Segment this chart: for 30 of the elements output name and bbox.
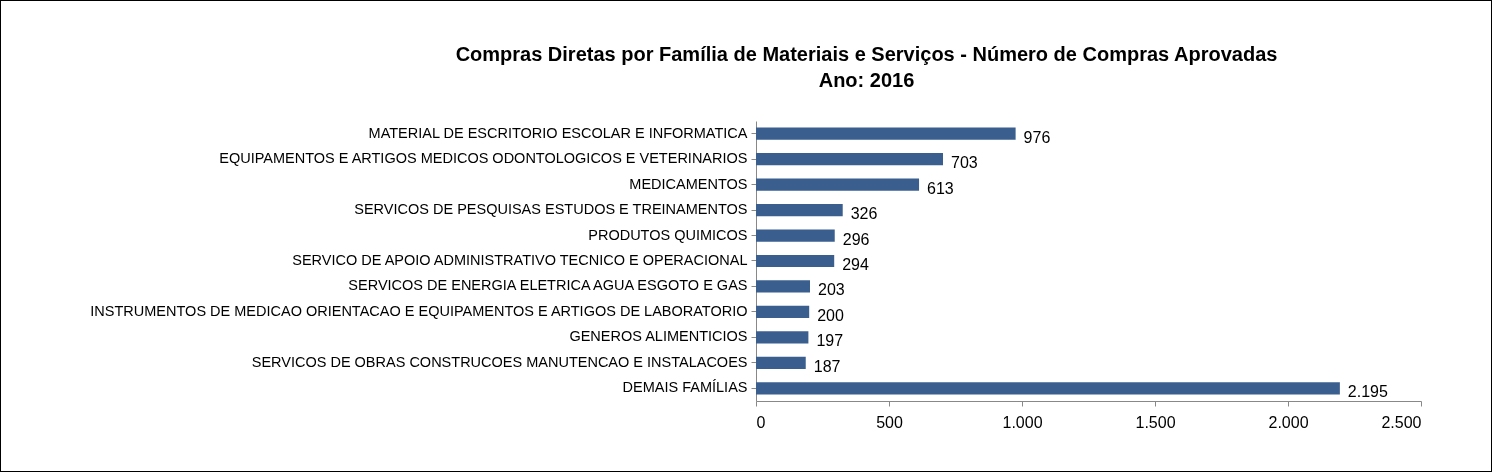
- x-tick-label: 2.500: [1381, 413, 1422, 431]
- data-label: 203: [818, 281, 845, 299]
- data-label: 703: [951, 154, 978, 172]
- chart-subtitle: Ano: 2016: [818, 69, 915, 91]
- y-tick-label: DEMAIS FAMÍLIAS: [622, 379, 748, 396]
- data-label: 976: [1023, 128, 1051, 146]
- x-tick-label: 0: [756, 413, 766, 431]
- y-tick-label: MATERIAL DE ESCRITORIO ESCOLAR E INFORMATICA: [368, 124, 748, 141]
- y-tick-label: MEDICAMENTOS: [629, 175, 748, 192]
- data-label: 326: [850, 205, 878, 223]
- data-label: 613: [927, 179, 954, 197]
- data-label: 296: [842, 230, 870, 248]
- y-tick-label: EQUIPAMENTOS E ARTIGOS MEDICOS ODONTOLOGICOS E VETERINARIOS: [219, 150, 748, 167]
- y-tick-label: SERVICOS DE OBRAS CONSTRUCOES MANUTENCAO E INSTALACOES: [251, 353, 748, 370]
- y-tick-label: PRODUTOS QUIMICOS: [588, 226, 748, 243]
- x-tick-label: 500: [876, 413, 903, 431]
- x-tick-label: 1.000: [1002, 413, 1043, 431]
- y-tick-label: SERVICOS DE PESQUISAS ESTUDOS E TREINAMENTOS: [354, 201, 748, 218]
- y-tick-label: GENEROS ALIMENTICIOS: [569, 328, 748, 345]
- x-tick-label: 2.000: [1268, 413, 1309, 431]
- data-label: 200: [817, 306, 844, 324]
- data-label: 197: [816, 332, 844, 350]
- x-tick-label: 1.500: [1135, 413, 1176, 431]
- y-tick-label: SERVICO DE APOIO ADMINISTRATIVO TECNICO E OPERACIONAL: [292, 252, 748, 268]
- y-tick-label: INSTRUMENTOS DE MEDICAO ORIENTACAO E EQUIPAMENTOS E ARTIGOS DE LABORATORIO: [90, 302, 748, 319]
- data-label: 2.195: [1347, 383, 1389, 401]
- y-tick-label: SERVICOS DE ENERGIA ELETRICA AGUA ESGOTO E GAS: [348, 277, 748, 294]
- chart-title: Compras Diretas por Família de Materiais e Serviços - Número de Compras Aprovadas: [455, 43, 1278, 65]
- data-label: 294: [842, 256, 869, 273]
- data-label: 187: [813, 357, 841, 375]
